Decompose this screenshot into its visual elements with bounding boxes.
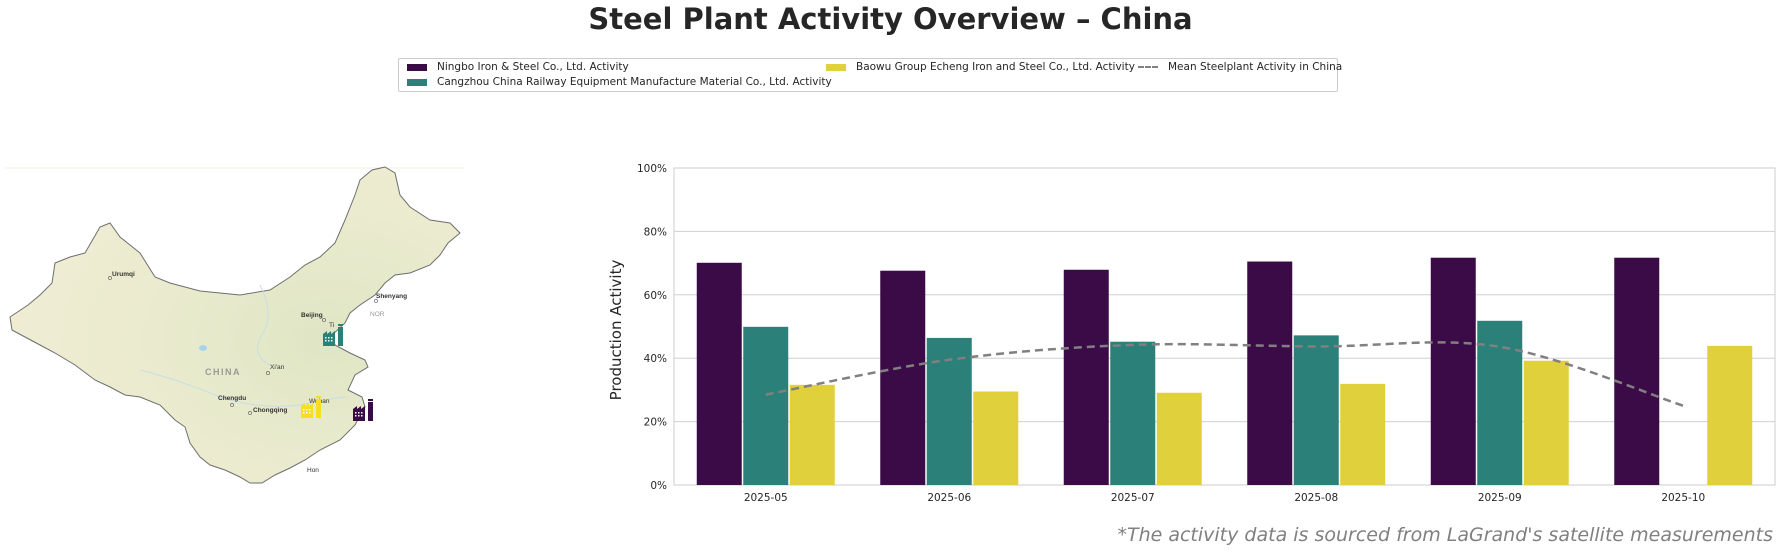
legend-label: Ningbo Iron & Steel Co., Ltd. Activity (437, 61, 629, 73)
legend-swatch-cangzhou (407, 78, 427, 86)
chart-legend: Ningbo Iron & Steel Co., Ltd. Activity C… (398, 58, 1342, 92)
x-tick-label: 2025-09 (1478, 492, 1522, 504)
y-tick-label: 80% (644, 226, 667, 238)
bar-2025-05-series-0 (696, 262, 742, 485)
china-outline (9, 166, 461, 484)
country-label-china: CHINA (205, 367, 241, 377)
legend-swatch-ningbo (407, 63, 427, 71)
bar-2025-08-series-2 (1340, 383, 1386, 485)
legend-swatch-baowu (826, 63, 846, 71)
bar-2025-06-series-2 (973, 391, 1019, 485)
factory-icon[interactable] (301, 396, 321, 418)
city-label-chengdu: Chengdu (218, 395, 246, 402)
x-tick-label: 2025-10 (1661, 492, 1705, 504)
bar-2025-09-series-0 (1430, 257, 1476, 485)
legend-item-ningbo: Ningbo Iron & Steel Co., Ltd. Activity (407, 61, 629, 73)
city-label-shenyang: Shenyang (376, 293, 407, 300)
bar-2025-06-series-0 (880, 270, 926, 485)
legend-label: Baowu Group Echeng Iron and Steel Co., L… (856, 61, 1135, 73)
bar-2025-09-series-1 (1477, 320, 1523, 485)
mean-activity-line (765, 341, 1684, 407)
bar-2025-07-series-0 (1063, 269, 1109, 485)
y-tick-label: 60% (644, 290, 667, 302)
y-tick-label: 100% (637, 163, 667, 175)
bar-2025-05-series-1 (743, 326, 789, 485)
yellow-river (257, 284, 271, 366)
x-tick-label: 2025-07 (1111, 492, 1155, 504)
bar-chart: 0% 20% 40% 60% 80% 100% 2025-05 2025-06 2025-07 2… (600, 150, 1781, 505)
x-tick-label: 2025-05 (744, 492, 788, 504)
city-label-tianjin: Ti (329, 322, 334, 329)
y-tick-label: 40% (644, 353, 667, 365)
legend-item-baowu: Baowu Group Echeng Iron and Steel Co., L… (826, 61, 1135, 73)
country-label-korea: NOR (370, 311, 385, 318)
bar-2025-05-series-2 (789, 384, 835, 485)
bar-2025-07-series-1 (1110, 341, 1156, 485)
footnote: *The activity data is sourced from LaGra… (1117, 524, 1773, 546)
city-label-urumqi: Urumqi (112, 271, 135, 278)
city-label-beijing: Beijing (301, 312, 323, 319)
city-label-chongqing: Chongqing (253, 407, 287, 414)
factory-icon[interactable] (323, 324, 343, 346)
bar-2025-08-series-0 (1247, 261, 1293, 485)
x-tick-label: 2025-06 (927, 492, 971, 504)
bar-2025-10-series-2 (1707, 345, 1753, 485)
legend-label: Mean Steelplant Activity in China (1168, 61, 1343, 73)
y-tick-label: 0% (650, 480, 667, 492)
x-tick-label: 2025-08 (1294, 492, 1338, 504)
factory-icon[interactable] (353, 399, 373, 421)
bar-2025-08-series-1 (1293, 335, 1339, 485)
legend-item-cangzhou: Cangzhou China Railway Equipment Manufac… (407, 76, 832, 88)
china-map-svg: Urumqi Beijing Shenyang Xi'an Chengdu Ch… (5, 166, 465, 484)
legend-dashed-line (1138, 66, 1158, 68)
city-label-xian: Xi'an (270, 364, 285, 371)
bar-2025-09-series-2 (1523, 360, 1569, 485)
bar-2025-10-series-0 (1614, 257, 1660, 485)
legend-label: Cangzhou China Railway Equipment Manufac… (437, 76, 832, 88)
bar-2025-07-series-2 (1156, 392, 1202, 485)
china-map: Urumqi Beijing Shenyang Xi'an Chengdu Ch… (0, 165, 470, 495)
legend-item-mean: Mean Steelplant Activity in China (1138, 61, 1342, 73)
plot-border (673, 167, 1776, 486)
page-title: Steel Plant Activity Overview – China (588, 2, 1193, 36)
bar-chart-svg: 0% 20% 40% 60% 80% 100% 2025-05 2025-06 2025-07 2… (637, 163, 1776, 504)
city-label-hongkong: Hon (307, 467, 319, 474)
qinghai-lake (199, 345, 207, 351)
y-tick-label: 20% (644, 417, 667, 429)
